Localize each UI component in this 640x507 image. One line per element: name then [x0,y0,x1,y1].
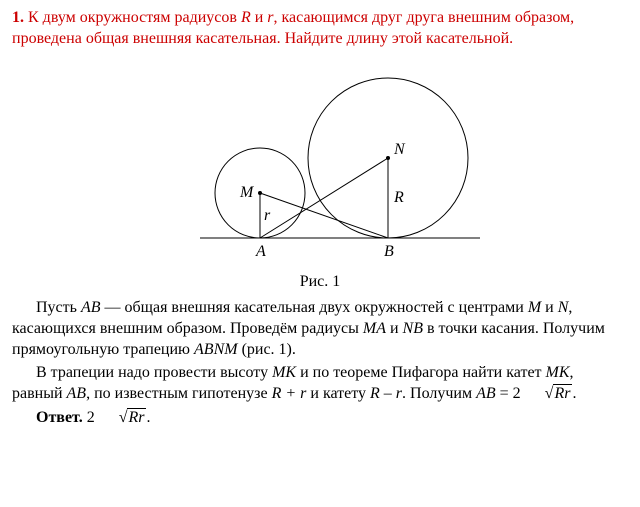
t: , по известным гипотенузе [86,385,272,402]
solution-p2: В трапеции надо провести высоту MK и по … [12,363,628,405]
v: NB [403,320,423,337]
v: ABNM [194,341,238,358]
var-R: R [241,9,251,26]
problem-and: и [251,9,268,26]
v: N [558,299,569,316]
solution: Пусть AB — общая внешняя касательная дву… [12,298,628,404]
v: MK [546,364,570,381]
v: AB [81,299,101,316]
t: — общая внешняя касательная двух окружно… [101,299,528,316]
t: и по теореме Пифагора найти катет [296,364,545,381]
t: . Получим [402,385,476,402]
v: M [528,299,541,316]
svg-text:M: M [239,184,255,201]
sqrt-Rr-ans: √Rr [95,408,147,429]
v: R + r [272,385,307,402]
v: MK [272,364,296,381]
svg-text:R: R [393,189,404,206]
answer-prefix: 2 [83,409,95,426]
v: MA [363,320,386,337]
answer-end: . [146,409,150,426]
t: и катету [306,385,370,402]
svg-text:A: A [255,243,266,260]
solution-p1: Пусть AB — общая внешняя касательная дву… [12,298,628,360]
t: = 2 [496,385,521,402]
answer-label: Ответ. [36,409,83,426]
v: AB [67,385,87,402]
t: . [572,385,576,402]
v: R – r [370,385,402,402]
t: и [541,299,558,316]
t: В трапеции надо провести высоту [36,364,272,381]
figure-svg: M N A Br R [140,58,500,268]
v: AB [476,385,496,402]
svg-text:r: r [264,207,271,224]
svg-text:N: N [393,141,406,158]
problem-text-1: К двум окружностям радиусов [28,9,241,26]
problem-statement: 1. К двум окружностям радиусов R и r, ка… [12,8,628,50]
answer: Ответ. 2√Rr. [12,408,628,429]
figure-caption: Рис. 1 [12,272,628,293]
t: и [386,320,403,337]
radicand: Rr [553,384,572,402]
t: (рис. 1). [238,341,296,358]
t: Пусть [36,299,81,316]
svg-text:B: B [384,243,394,260]
sqrt-Rr: √Rr [521,384,573,405]
figure: M N A Br R [12,58,628,268]
problem-number: 1. [12,9,24,26]
radicand: Rr [127,408,146,426]
